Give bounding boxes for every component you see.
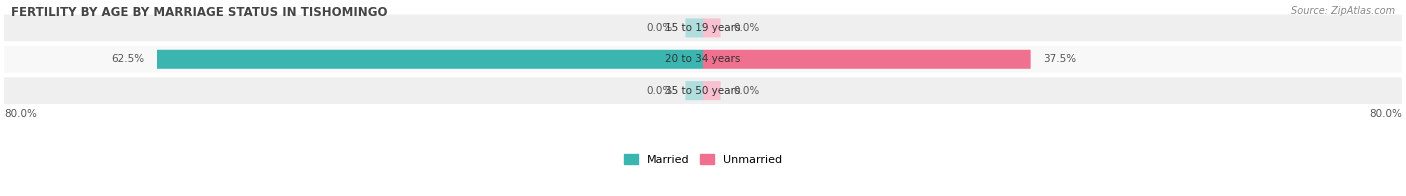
Text: 35 to 50 years: 35 to 50 years bbox=[665, 86, 741, 96]
Text: 0.0%: 0.0% bbox=[734, 86, 759, 96]
Text: 0.0%: 0.0% bbox=[734, 23, 759, 33]
FancyBboxPatch shape bbox=[686, 81, 703, 100]
Text: 80.0%: 80.0% bbox=[1369, 109, 1402, 119]
Text: 20 to 34 years: 20 to 34 years bbox=[665, 54, 741, 64]
Text: 0.0%: 0.0% bbox=[647, 23, 672, 33]
FancyBboxPatch shape bbox=[703, 81, 720, 100]
Text: 15 to 19 years: 15 to 19 years bbox=[665, 23, 741, 33]
FancyBboxPatch shape bbox=[4, 15, 1402, 41]
FancyBboxPatch shape bbox=[4, 77, 1402, 104]
FancyBboxPatch shape bbox=[157, 50, 703, 69]
Text: FERTILITY BY AGE BY MARRIAGE STATUS IN TISHOMINGO: FERTILITY BY AGE BY MARRIAGE STATUS IN T… bbox=[11, 6, 388, 19]
Text: 62.5%: 62.5% bbox=[111, 54, 143, 64]
Text: 80.0%: 80.0% bbox=[4, 109, 37, 119]
FancyBboxPatch shape bbox=[4, 46, 1402, 73]
Legend: Married, Unmarried: Married, Unmarried bbox=[620, 150, 786, 170]
FancyBboxPatch shape bbox=[703, 50, 1031, 69]
FancyBboxPatch shape bbox=[703, 18, 720, 37]
FancyBboxPatch shape bbox=[686, 18, 703, 37]
Text: 37.5%: 37.5% bbox=[1043, 54, 1077, 64]
Text: Source: ZipAtlas.com: Source: ZipAtlas.com bbox=[1291, 6, 1395, 16]
Text: 0.0%: 0.0% bbox=[647, 86, 672, 96]
